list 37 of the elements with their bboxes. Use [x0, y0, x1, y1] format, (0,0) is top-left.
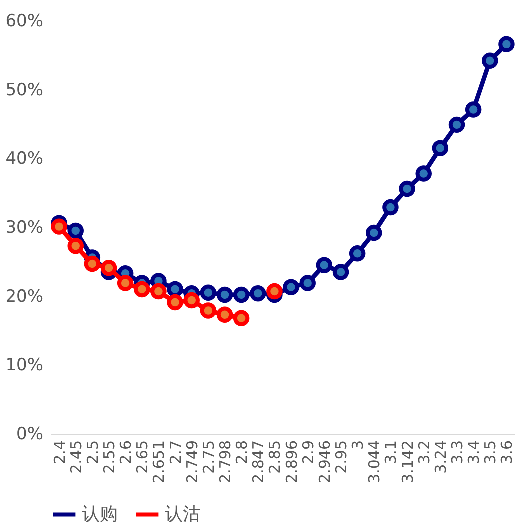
x-tick-label: 3.1: [382, 440, 400, 464]
y-tick-label: 50%: [6, 80, 44, 100]
x-tick-label: 3.6: [498, 440, 516, 464]
x-tick-label: 2.55: [100, 440, 118, 474]
x-tick-label: 3.2: [415, 440, 434, 464]
x-tick-label: 3.4: [465, 440, 484, 464]
x-tick-label: 2.65: [134, 440, 152, 474]
x-tick-label: 3: [349, 440, 368, 450]
y-tick-label: 0%: [16, 424, 44, 444]
x-tick-label: 2.5: [84, 440, 102, 464]
x-tick-label: 2.749: [183, 440, 202, 484]
x-tick-label: 3.044: [366, 440, 384, 484]
x-tick-label: 2.847: [250, 440, 268, 484]
x-tick-label: 2.798: [216, 440, 234, 484]
y-tick-label: 10%: [6, 356, 44, 376]
legend-label: 认沽: [165, 504, 201, 525]
x-tick-label: 2.651: [150, 440, 168, 484]
x-tick-label: 2.9: [299, 440, 318, 464]
y-tick-label: 40%: [6, 149, 44, 170]
x-tick-label: 2.45: [67, 440, 86, 474]
x-tick-label: 2.4: [50, 440, 69, 464]
x-tick-label: 2.7: [166, 440, 185, 464]
y-tick-label: 20%: [6, 286, 44, 307]
x-tick-label: 3.24: [432, 440, 450, 474]
x-tick-label: 3.142: [398, 440, 417, 484]
legend-label: 认购: [82, 504, 118, 525]
x-tick-label: 3.5: [482, 440, 500, 464]
x-tick-label: 2.8: [233, 440, 252, 464]
x-tick-label: 2.896: [282, 440, 301, 484]
x-tick-label: 2.85: [266, 440, 284, 474]
y-tick-label: 30%: [6, 218, 44, 238]
x-tick-label: 2.6: [117, 440, 136, 464]
y-tick-label: 60%: [6, 12, 44, 32]
x-tick-label: 3.3: [448, 440, 466, 464]
x-tick-label: 2.75: [200, 440, 218, 474]
x-tick-label: 2.95: [332, 440, 350, 474]
x-tick-label: 2.946: [316, 440, 334, 484]
